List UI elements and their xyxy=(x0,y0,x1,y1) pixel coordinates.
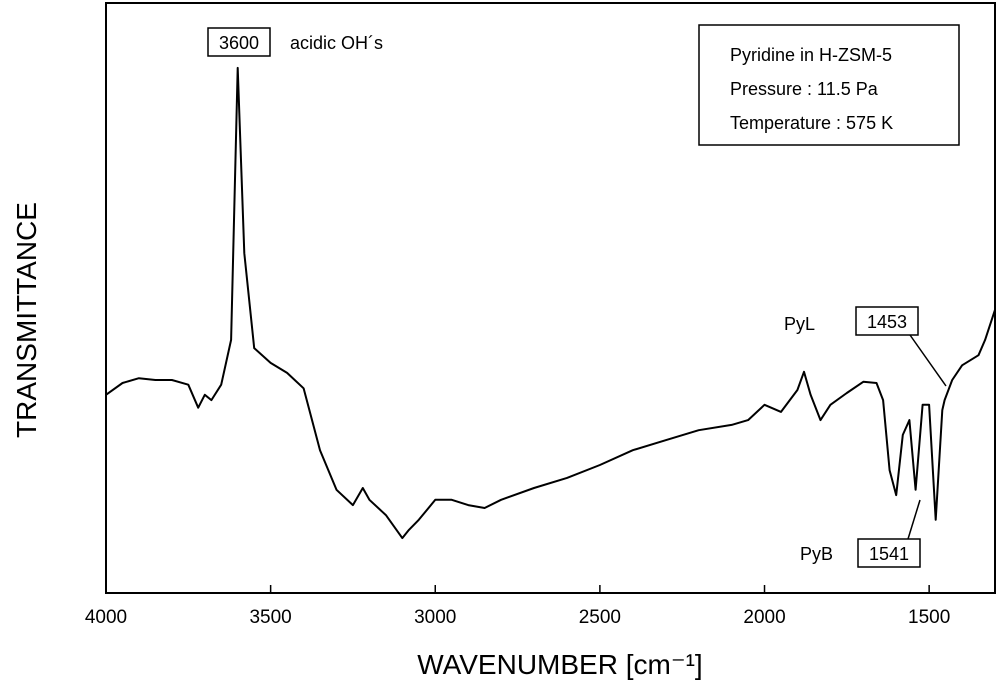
annotation: PyB xyxy=(800,544,833,564)
x-tick-label: 3000 xyxy=(414,607,456,628)
info-line: Pyridine in H-ZSM-5 xyxy=(730,45,892,65)
annotation: PyL xyxy=(784,314,815,334)
y-axis-label: TRANSMITTANCE xyxy=(11,202,42,438)
plot-frame xyxy=(105,2,996,594)
x-tick-label: 2000 xyxy=(743,607,785,628)
x-axis-label: WAVENUMBER [cm⁻¹] xyxy=(417,649,702,680)
leader-line xyxy=(907,499,921,540)
info-line: Pressure : 11.5 Pa xyxy=(730,79,879,99)
annotation: 1453 xyxy=(867,312,907,332)
info-box xyxy=(698,24,960,146)
annotation: 3600 xyxy=(219,33,259,53)
annotation: acidic OH´s xyxy=(290,33,383,53)
info-line: Temperature : 575 K xyxy=(730,113,893,133)
leader-line xyxy=(909,334,947,387)
spectrum-line xyxy=(105,66,996,540)
x-tick-label: 3500 xyxy=(249,607,291,628)
annotation-box xyxy=(207,27,271,57)
x-tick-label: 2500 xyxy=(579,607,621,628)
x-tick-label: 1500 xyxy=(908,607,950,628)
annotation: 1541 xyxy=(869,544,909,564)
annotation-box xyxy=(855,306,919,336)
annotation-box xyxy=(857,538,921,568)
x-tick-label: 4000 xyxy=(85,607,127,628)
